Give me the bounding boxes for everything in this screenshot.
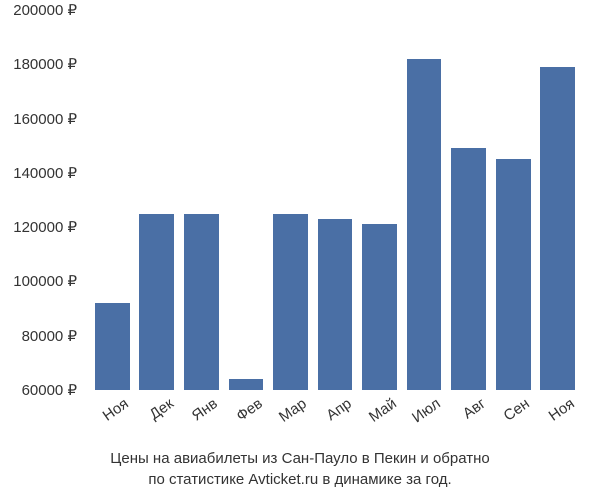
bar: [407, 59, 442, 390]
x-tick-label: Ноя: [81, 395, 132, 438]
y-tick-label: 200000 ₽: [0, 1, 77, 19]
bar: [451, 148, 486, 390]
chart-area: [90, 10, 580, 390]
x-tick-label: Фев: [215, 395, 266, 438]
x-axis: НояДекЯнвФевМарАпрМайИюлАвгСенНоя: [90, 395, 580, 455]
x-tick-label: Дек: [126, 395, 177, 438]
bar: [95, 303, 130, 390]
y-tick-label: 140000 ₽: [0, 164, 77, 182]
x-tick-label: Май: [349, 395, 400, 438]
bar: [139, 214, 174, 390]
x-tick-label: Сен: [482, 395, 533, 438]
bar: [229, 379, 264, 390]
bar: [540, 67, 575, 390]
plot-area: [90, 10, 580, 390]
x-tick-label: Июл: [393, 395, 444, 438]
x-tick-label: Ноя: [527, 395, 578, 438]
caption-line-2: по статистике Avticket.ru в динамике за …: [0, 469, 600, 490]
bar: [184, 214, 219, 390]
x-tick-label: Мар: [259, 395, 310, 438]
y-axis: 60000 ₽80000 ₽100000 ₽120000 ₽140000 ₽16…: [0, 10, 85, 390]
bar: [318, 219, 353, 390]
y-tick-label: 160000 ₽: [0, 110, 77, 128]
bar: [362, 224, 397, 390]
caption: Цены на авиабилеты из Сан-Пауло в Пекин …: [0, 448, 600, 490]
x-tick-label: Апр: [304, 395, 355, 438]
y-tick-label: 80000 ₽: [0, 327, 77, 345]
x-tick-label: Янв: [170, 395, 221, 438]
y-tick-label: 180000 ₽: [0, 55, 77, 73]
y-tick-label: 60000 ₽: [0, 381, 77, 399]
bar: [273, 214, 308, 390]
caption-line-1: Цены на авиабилеты из Сан-Пауло в Пекин …: [0, 448, 600, 469]
y-tick-label: 100000 ₽: [0, 272, 77, 290]
bar: [496, 159, 531, 390]
x-tick-label: Авг: [438, 395, 489, 438]
y-tick-label: 120000 ₽: [0, 218, 77, 236]
